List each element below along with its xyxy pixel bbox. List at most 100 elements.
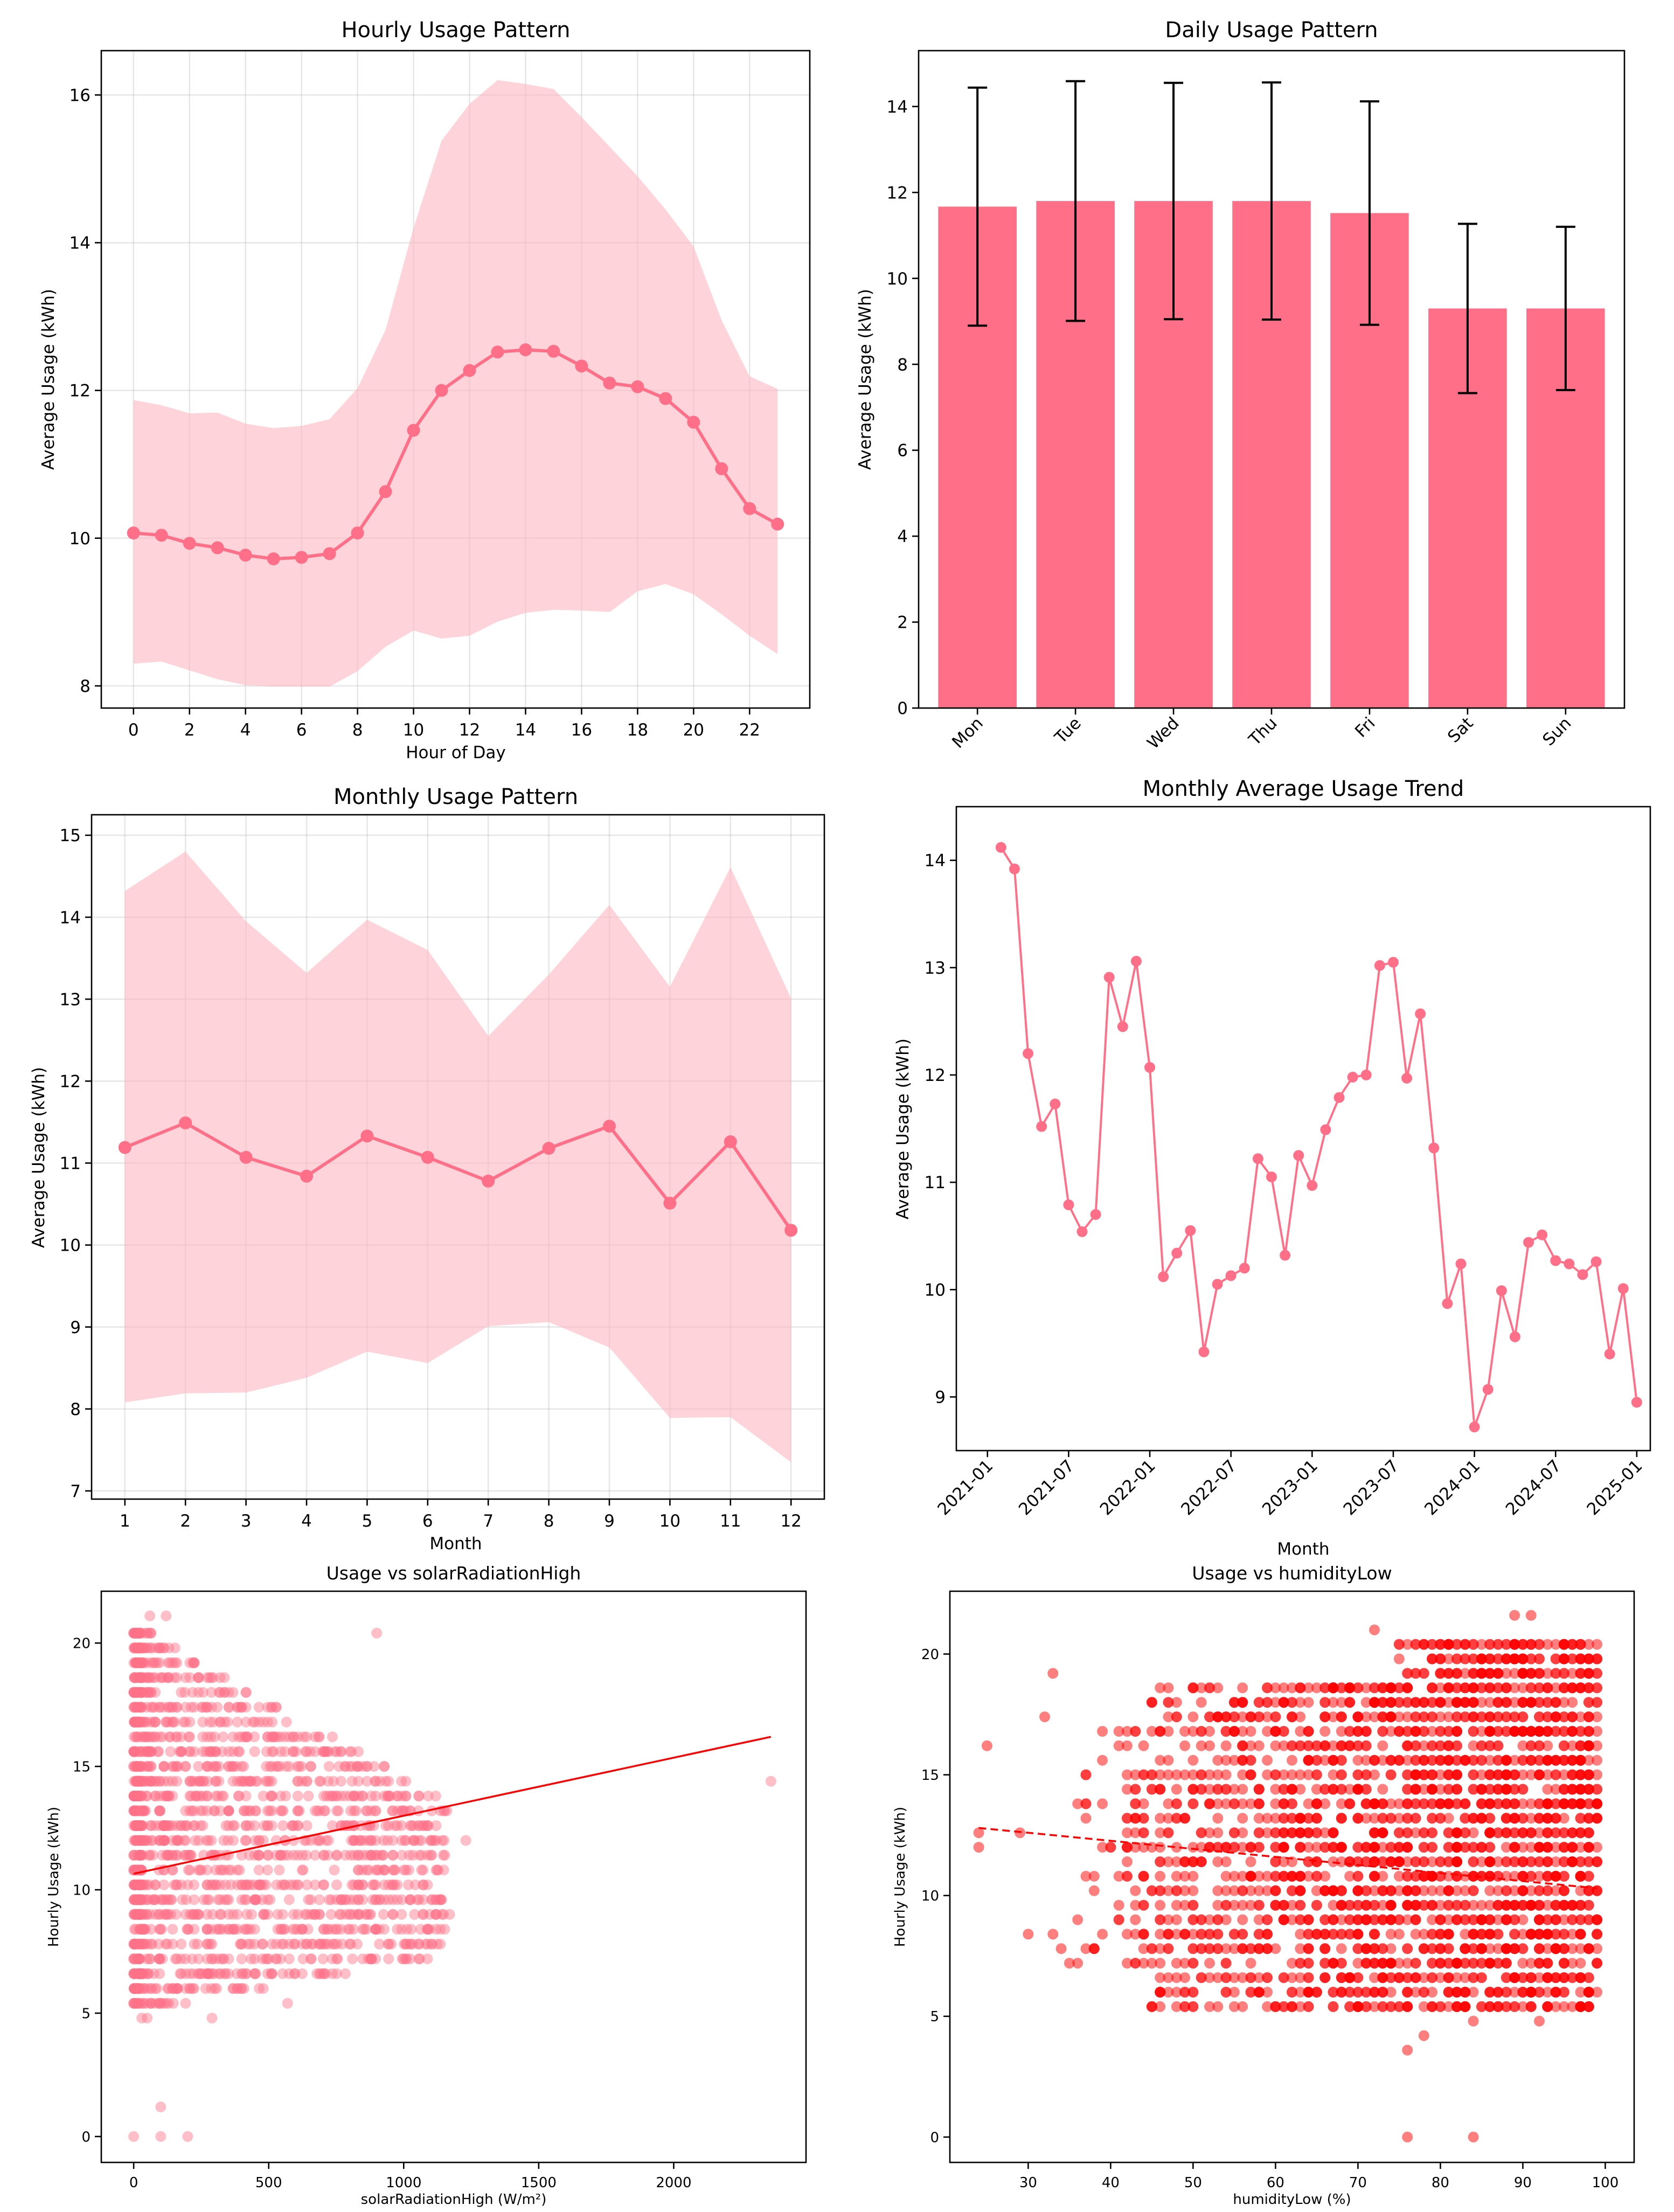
- solar-point: [266, 1791, 277, 1801]
- solar-point: [380, 1820, 392, 1831]
- solar-point: [370, 1805, 381, 1816]
- trend-x-tick-label: 2025-01: [1583, 1456, 1647, 1519]
- solar-point: [134, 1879, 145, 1890]
- solar-point: [130, 1924, 142, 1935]
- solar-point: [245, 1938, 256, 1950]
- solar-point: [209, 1805, 220, 1816]
- solar-point: [211, 1983, 223, 1994]
- solar-point: [236, 1894, 247, 1905]
- solar-point: [176, 1687, 187, 1698]
- solar-point: [156, 1672, 167, 1683]
- solar-point: [288, 1820, 299, 1831]
- solar-point: [141, 1968, 152, 1979]
- solar-point: [184, 1657, 196, 1668]
- humidity-point: [1072, 1914, 1083, 1925]
- humidity-point: [1402, 1870, 1413, 1882]
- solar-point: [154, 1835, 165, 1846]
- humidity-point: [1303, 1870, 1314, 1882]
- solar-point: [362, 1909, 373, 1920]
- solar-point: [418, 1909, 429, 1920]
- solar-point: [207, 1909, 218, 1920]
- humidity-point: [1138, 1870, 1149, 1882]
- solar-point: [390, 1864, 401, 1876]
- trend-x-tick-label: 2021-07: [1015, 1456, 1078, 1519]
- solar-point: [218, 1953, 229, 1965]
- humidity-point: [1336, 1842, 1347, 1853]
- solar-point: [198, 1776, 210, 1787]
- humidity-y-tick-label: 15: [921, 1767, 939, 1784]
- trend-point: [1455, 1258, 1467, 1270]
- solar-point: [336, 1909, 346, 1920]
- solar-point: [189, 1657, 200, 1668]
- solar-point: [246, 1909, 257, 1920]
- solar-point: [192, 1791, 203, 1801]
- solar-point: [128, 1687, 140, 1698]
- monthly-point: [239, 1150, 253, 1164]
- solar-point: [305, 1761, 316, 1772]
- solar-point: [171, 1835, 183, 1846]
- humidity-point: [1592, 1682, 1603, 1694]
- humidity-point: [1311, 1769, 1322, 1780]
- solar-point: [176, 1746, 187, 1757]
- humidity-point: [1295, 1740, 1306, 1751]
- humidity-point: [1179, 1899, 1191, 1911]
- humidity-point: [1517, 1711, 1529, 1723]
- daily-y-tick-label: 10: [887, 269, 908, 289]
- solar-point: [396, 1835, 407, 1846]
- solar-point: [302, 1924, 314, 1935]
- solar-point: [362, 1761, 373, 1772]
- solar-point: [154, 1909, 165, 1920]
- solar-point: [158, 1642, 170, 1654]
- humidity-point: [1369, 1798, 1380, 1809]
- solar-point: [289, 1938, 300, 1950]
- humidity-point: [1237, 1740, 1248, 1751]
- solar-point: [374, 1938, 385, 1950]
- trend-point: [1509, 1331, 1520, 1342]
- solar-x-tick-label: 1500: [521, 2175, 557, 2191]
- humidity-point: [1146, 1842, 1157, 1853]
- solar-point: [128, 1938, 140, 1950]
- solar-point: [145, 1776, 157, 1787]
- monthly-x-tick-label: 1: [120, 1511, 130, 1531]
- solar-point: [422, 1924, 433, 1935]
- solar-point: [129, 1983, 141, 1994]
- solar-point: [379, 1864, 390, 1876]
- humidity-point: [1171, 1885, 1182, 1896]
- humidity-point: [1287, 1798, 1297, 1809]
- solar-point: [436, 1909, 448, 1920]
- solar-point: [276, 1879, 287, 1890]
- solar-point: [155, 2131, 166, 2142]
- solar-point: [349, 1879, 360, 1890]
- solar-point: [353, 1879, 364, 1890]
- humidity-point: [1130, 1726, 1141, 1737]
- solar-point: [249, 1820, 260, 1831]
- solar-point: [331, 1938, 343, 1950]
- humidity-point: [1295, 1885, 1306, 1896]
- solar-point: [141, 1642, 152, 1654]
- solar-point: [129, 1776, 140, 1787]
- solar-point: [250, 1805, 261, 1816]
- solar-point: [240, 1879, 251, 1890]
- solar-point: [158, 1820, 170, 1831]
- solar-point: [249, 1968, 260, 1979]
- solar-point: [214, 1924, 226, 1935]
- solar-point: [200, 1746, 212, 1757]
- hourly-y-tick-label: 16: [70, 86, 91, 105]
- solar-point: [214, 1687, 226, 1698]
- solar-point: [318, 1849, 329, 1861]
- humidity-point: [1550, 1885, 1561, 1896]
- solar-point: [193, 1672, 204, 1683]
- solar-point: [432, 1938, 443, 1950]
- solar-point: [138, 1716, 150, 1728]
- solar-point: [209, 1805, 220, 1816]
- solar-point: [323, 1894, 335, 1905]
- humidity-point: [1583, 1842, 1594, 1853]
- solar-point: [366, 1849, 377, 1861]
- solar-point: [129, 1672, 140, 1683]
- solar-point: [259, 1909, 269, 1920]
- solar-point: [253, 1702, 265, 1713]
- hourly-y-tick-label: 8: [80, 677, 91, 696]
- solar-point: [413, 1820, 425, 1831]
- solar-point: [275, 1849, 286, 1861]
- solar-point: [172, 1835, 183, 1846]
